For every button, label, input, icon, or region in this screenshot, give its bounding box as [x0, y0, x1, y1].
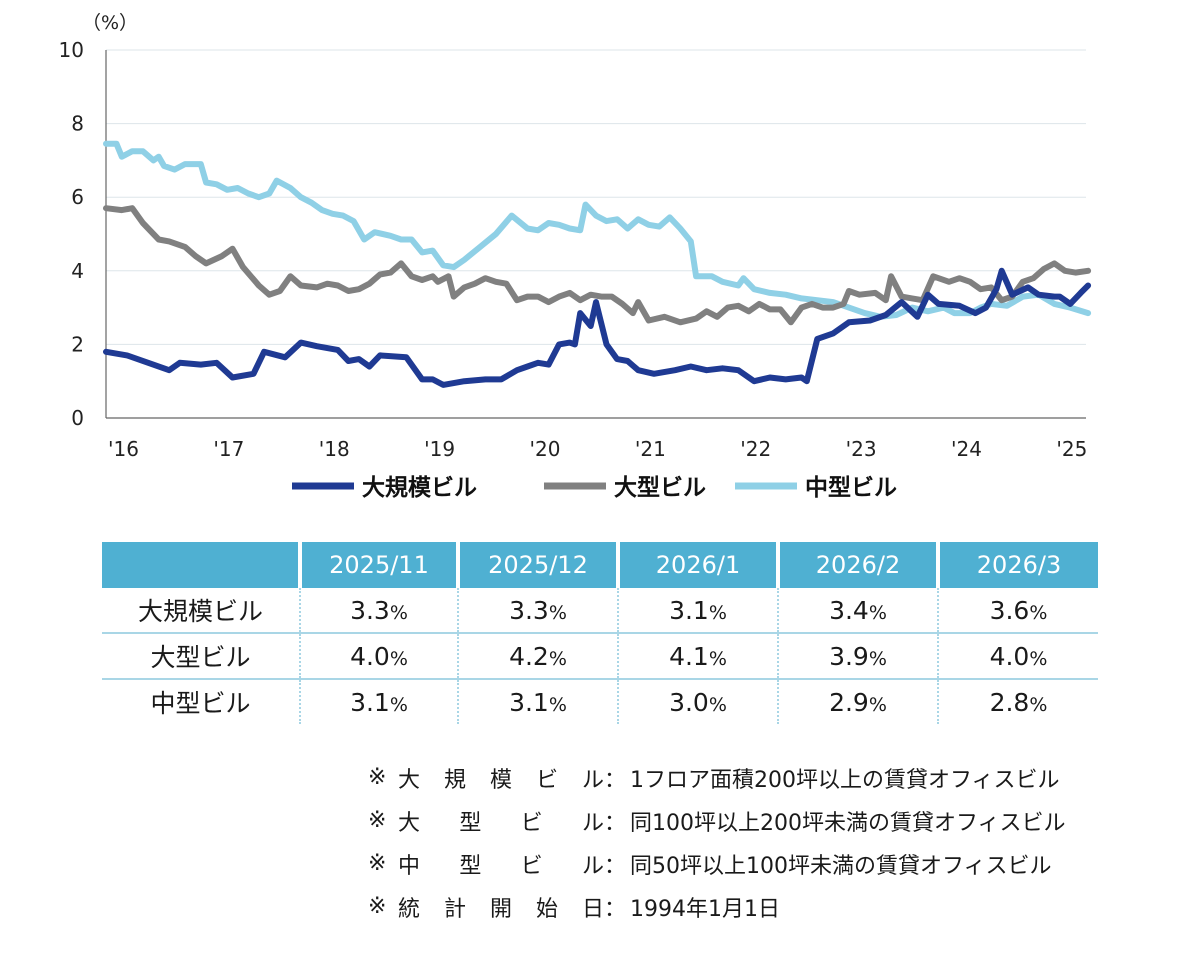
note-label: 中型ビル: [398, 853, 604, 879]
table-cell: 3.1%: [299, 679, 458, 724]
x-tick-label: '19: [424, 437, 455, 461]
note-mark: ※: [368, 894, 387, 919]
x-tick-label: '24: [951, 437, 982, 461]
x-tick-label: '16: [108, 437, 139, 461]
note-label: 大型ビル: [398, 810, 604, 836]
vacancy-rate-chart: 0 2 4 6 8 10 （%） '16 '17 '18 '19 '20 '21 '22 '23 '24 '25…: [59, 12, 1092, 501]
grid-lines: [106, 49, 1086, 345]
note-colon: ：: [604, 853, 627, 879]
y-unit-label: （%）: [82, 12, 138, 34]
table-header-2025-11: 2025/11: [298, 542, 458, 588]
table-cell: 2.8%: [937, 679, 1098, 724]
note-colon: ：: [604, 767, 627, 793]
vacancy-rate-table: 2025/11 2025/12 2026/1 2026/2 2026/3 大規模…: [102, 542, 1098, 724]
note-mark: ※: [368, 808, 387, 833]
note-mark: ※: [368, 851, 387, 876]
table-cell: 3.6%: [937, 588, 1098, 634]
note-label: 大規模ビル: [398, 767, 604, 793]
legend-label: 大型ビル: [614, 475, 706, 501]
tick-labels: 0 2 4 6 8 10 （%） '16 '17 '18 '19 '20 '21 '22 '23 '24 '25: [59, 12, 1088, 461]
table-cell: 4.1%: [617, 633, 778, 680]
note-colon: ：: [604, 896, 627, 922]
table-row: 大型ビル 4.0% 4.2% 4.1% 3.9% 4.0%: [102, 633, 1098, 680]
table-header-2025-12: 2025/12: [456, 542, 618, 588]
series-line: [103, 140, 1092, 320]
table-cell: 3.3%: [299, 588, 458, 634]
footnotes: ※ 大規模ビル ： 1フロア面積200坪以上の賃貸オフィスビル ※ 大型ビル ：…: [368, 756, 1066, 928]
footnote-row: ※ 大型ビル ： 同100坪以上200坪未満の賃貸オフィスビル: [368, 799, 1066, 842]
series-lines: [103, 140, 1092, 388]
x-tick-label: '18: [319, 437, 350, 461]
table-header-2026-3: 2026/3: [936, 542, 1098, 588]
table-cell: 3.1%: [617, 588, 778, 634]
table-cell: 3.4%: [777, 588, 938, 634]
note-description: 1フロア面積200坪以上の賃貸オフィスビル: [630, 767, 1060, 793]
x-tick-label: '20: [530, 437, 561, 461]
note-mark: ※: [368, 765, 387, 790]
table-cell: 4.0%: [937, 633, 1098, 680]
axes: [105, 50, 1086, 419]
y-tick-label: 10: [59, 38, 84, 62]
note-label: 統計開始日: [398, 896, 604, 922]
row-label-large: 大型ビル: [102, 633, 300, 680]
note-description: 同50坪以上100坪未満の賃貸オフィスビル: [630, 853, 1052, 879]
x-tick-label: '21: [635, 437, 666, 461]
footnote-row: ※ 大規模ビル ： 1フロア面積200坪以上の賃貸オフィスビル: [368, 756, 1066, 799]
x-tick-label: '25: [1056, 437, 1087, 461]
y-tick-label: 0: [71, 406, 84, 430]
table-cell: 3.9%: [777, 633, 938, 680]
legend-label: 中型ビル: [805, 475, 897, 501]
table-cell: 4.2%: [457, 633, 618, 680]
y-tick-label: 4: [71, 259, 84, 283]
legend-label: 大規模ビル: [362, 475, 477, 501]
row-label-large-scale: 大規模ビル: [102, 588, 300, 634]
x-tick-label: '22: [740, 437, 771, 461]
footnote-row: ※ 中型ビル ： 同50坪以上100坪未満の賃貸オフィスビル: [368, 842, 1066, 885]
series-line: [103, 267, 1092, 388]
table-header-row: 2025/11 2025/12 2026/1 2026/2 2026/3: [102, 542, 1098, 588]
y-tick-label: 8: [71, 112, 84, 136]
note-description: 1994年1月1日: [630, 896, 780, 922]
y-tick-label: 6: [71, 185, 84, 209]
note-description: 同100坪以上200坪未満の賃貸オフィスビル: [630, 810, 1066, 836]
table-header-2026-2: 2026/2: [776, 542, 938, 588]
x-tick-label: '23: [846, 437, 877, 461]
x-tick-label: '17: [213, 437, 244, 461]
table-row: 中型ビル 3.1% 3.1% 3.0% 2.9% 2.8%: [102, 679, 1098, 724]
table-cell: 4.0%: [299, 633, 458, 680]
footnote-row: ※ 統計開始日 ： 1994年1月1日: [368, 885, 1066, 928]
table-cell: 3.0%: [617, 679, 778, 724]
table-header-2026-1: 2026/1: [616, 542, 778, 588]
note-colon: ：: [604, 810, 627, 836]
y-tick-label: 2: [71, 332, 84, 356]
row-label-medium: 中型ビル: [150, 689, 251, 718]
table-cell: 3.1%: [457, 679, 618, 724]
table-header-corner: [102, 542, 300, 588]
legend: 大規模ビル 大型ビル 中型ビル: [292, 475, 897, 501]
table-cell: 3.3%: [457, 588, 618, 634]
table-row: 大規模ビル 3.3% 3.3% 3.1% 3.4% 3.6%: [102, 588, 1098, 634]
table-cell: 2.9%: [777, 679, 938, 724]
